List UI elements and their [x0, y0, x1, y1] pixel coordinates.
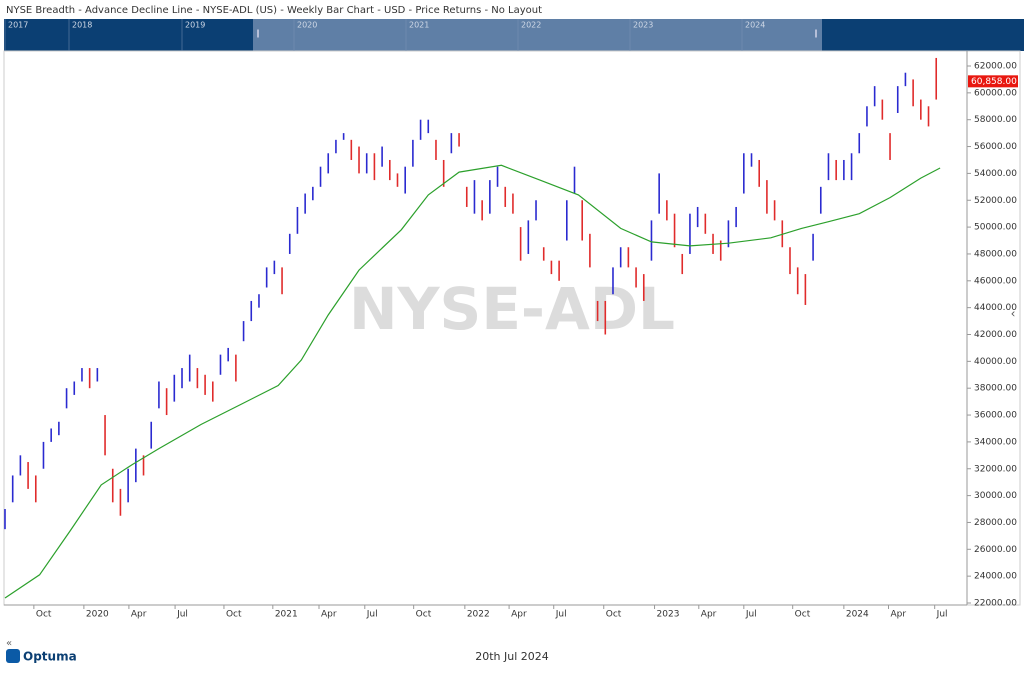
y-tick-label: 58000.00: [974, 115, 1017, 125]
x-tick-label: Apr: [701, 610, 717, 620]
y-tick-label: 54000.00: [974, 169, 1017, 179]
x-tick-label: Oct: [795, 610, 811, 620]
navigator-year: 2020: [297, 21, 317, 30]
x-tick-label: Jul: [366, 610, 378, 620]
x-tick-label: 2024: [846, 610, 869, 620]
navigator-year: 2017: [8, 21, 28, 30]
y-tick-label: 24000.00: [974, 572, 1017, 582]
brand: Optuma: [23, 650, 77, 664]
x-tick-label: Apr: [321, 610, 337, 620]
y-tick-label: 62000.00: [974, 62, 1017, 72]
navigator-year: 2022: [521, 21, 541, 30]
y-tick-label: 48000.00: [974, 249, 1017, 259]
last-price-box: [968, 75, 1018, 88]
navigator-handle[interactable]: ‖: [256, 29, 260, 38]
x-tick-label: Jul: [555, 610, 567, 620]
x-tick-label: Oct: [416, 610, 432, 620]
x-tick-label: Jul: [936, 610, 948, 620]
x-tick-label: Oct: [36, 610, 52, 620]
navigator-year: 2024: [745, 21, 765, 30]
y-tick-label: 40000.00: [974, 357, 1017, 367]
scroll-left[interactable]: «: [6, 638, 12, 649]
y-tick-label: 22000.00: [974, 599, 1017, 609]
navigator-year: 2023: [633, 21, 653, 30]
y-tick-label: 46000.00: [974, 276, 1017, 286]
y-tick-label: 26000.00: [974, 545, 1017, 555]
navigator-year: 2019: [185, 21, 205, 30]
x-tick-label: Jul: [745, 610, 757, 620]
navigator-year: 2021: [409, 21, 429, 30]
x-tick-label: 2022: [467, 610, 490, 620]
navigator-handle[interactable]: ‖: [814, 29, 818, 38]
y-tick-label: 28000.00: [974, 518, 1017, 528]
x-tick-label: Apr: [511, 610, 527, 620]
x-tick-label: 2023: [657, 610, 680, 620]
y-tick-label: 50000.00: [974, 223, 1017, 233]
navigator-year: 2018: [72, 21, 92, 30]
watermark: NYSE-ADL: [349, 275, 675, 343]
x-tick-label: Oct: [606, 610, 622, 620]
y-tick-label: 36000.00: [974, 411, 1017, 421]
x-tick-label: Apr: [891, 610, 907, 620]
moving-average: [4, 164, 941, 599]
x-tick-label: 2020: [86, 610, 109, 620]
navigator-window[interactable]: [253, 19, 822, 51]
brand-box: [4, 646, 72, 666]
last-price-label: 60,858.00: [971, 77, 1017, 87]
y-tick-label: 34000.00: [974, 437, 1017, 447]
x-tick-label: Jul: [176, 610, 188, 620]
y-tick-label: 52000.00: [974, 196, 1017, 206]
y-tick-label: 32000.00: [974, 464, 1017, 474]
footer-date: 20th Jul 2024: [475, 650, 549, 663]
x-tick-label: Oct: [226, 610, 242, 620]
y-tick-label: 42000.00: [974, 330, 1017, 340]
y-tick-label: 30000.00: [974, 491, 1017, 501]
x-tick-label: 2021: [275, 610, 298, 620]
y-tick-label: 38000.00: [974, 384, 1017, 394]
chart-title: NYSE Breadth - Advance Decline Line - NY…: [6, 5, 542, 16]
brand-logo: [6, 649, 20, 663]
y-tick-label: 44000.00: [974, 303, 1017, 313]
collapse-arrow[interactable]: ‹: [1011, 307, 1016, 321]
y-tick-label: 56000.00: [974, 142, 1017, 152]
y-tick-label: 60000.00: [974, 88, 1017, 98]
x-tick-label: Apr: [131, 610, 147, 620]
